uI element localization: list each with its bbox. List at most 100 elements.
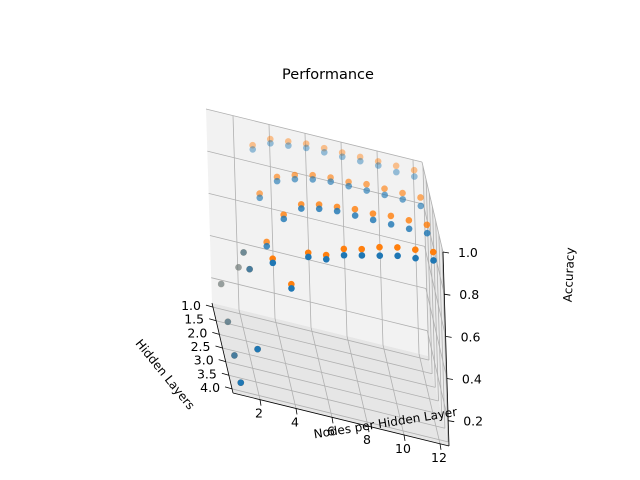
data-point-series-2	[285, 142, 292, 149]
z-gridline	[426, 330, 449, 421]
data-point-series-2	[412, 254, 419, 262]
y-tick-mark	[212, 331, 220, 335]
x-tick-label: 8	[363, 432, 371, 447]
z-tick-label: 0.4	[462, 372, 482, 387]
z-gridline	[209, 235, 427, 289]
y-gridline	[219, 333, 436, 388]
y-gridline	[428, 193, 436, 388]
data-point-series-2	[393, 168, 400, 176]
data-point-series-2	[374, 162, 382, 169]
y-tick-label: 4.0	[200, 380, 220, 395]
data-point-series-2	[417, 202, 425, 210]
data-point-series-2	[376, 252, 384, 259]
data-point-series-1	[235, 264, 242, 271]
z-gridline	[205, 108, 423, 163]
data-point-series-1	[423, 221, 431, 229]
x-tick-mark	[439, 443, 442, 450]
z-tick-label: 0.6	[461, 329, 481, 344]
z-tick-mark	[448, 420, 455, 423]
data-point-series-2	[263, 242, 271, 250]
data-point-series-2	[237, 379, 245, 386]
z-gridline	[211, 277, 428, 332]
y-tick-label: 3.0	[194, 353, 214, 368]
chart-title: Performance	[282, 67, 374, 83]
x-tick-label: 6	[327, 423, 335, 438]
x-tick-mark	[367, 426, 370, 433]
data-point-series-2	[291, 175, 299, 183]
y-gridline	[225, 361, 442, 416]
x-tick-label: 2	[255, 406, 263, 421]
data-point-series-1	[217, 280, 225, 288]
data-point-series-2	[351, 212, 359, 219]
data-point-series-1	[374, 158, 382, 165]
data-point-series-2	[320, 149, 328, 156]
x-tick-label: 10	[395, 441, 411, 456]
z-tick-mark	[444, 293, 451, 296]
data-points	[217, 135, 437, 386]
data-point-series-2	[322, 255, 330, 263]
y-gridline	[231, 388, 449, 443]
data-point-series-1	[340, 245, 348, 253]
x-gridline	[268, 124, 276, 319]
data-point-series-1	[356, 153, 364, 161]
y-tick-mark	[224, 386, 233, 390]
data-point-series-1	[410, 166, 418, 174]
data-point-series-2	[224, 318, 232, 326]
data-point-series-2	[269, 259, 277, 267]
y-axis-label: Hidden Layers	[133, 337, 198, 413]
gridlines	[205, 108, 449, 444]
data-point-series-2	[338, 153, 346, 161]
data-point-series-2	[309, 176, 317, 183]
y-tick-label: 2.5	[191, 339, 211, 354]
x-tick-mark	[331, 417, 334, 424]
y-tick-label: 1.5	[184, 312, 204, 327]
data-point-series-1	[405, 217, 413, 224]
data-point-series-2	[217, 280, 225, 288]
data-point-series-2	[411, 173, 418, 180]
data-point-series-2	[305, 253, 312, 261]
y-tick-label: 3.5	[197, 366, 217, 381]
x-tick-label: 4	[291, 414, 299, 429]
data-point-series-2	[369, 216, 377, 224]
data-point-series-1	[351, 205, 359, 213]
z-axis-label: Accuracy	[561, 247, 578, 302]
data-point-series-2	[256, 194, 264, 202]
y-gridline	[438, 234, 446, 429]
data-point-series-2	[315, 205, 323, 213]
z-gridline	[425, 288, 448, 379]
y-tick-mark	[209, 318, 217, 322]
y-tick-mark	[221, 372, 229, 376]
ticks: 246810121.01.52.02.53.03.54.00.20.40.60.…	[181, 245, 483, 465]
x-tick-label: 12	[431, 450, 447, 465]
data-point-series-1	[369, 210, 377, 217]
z-gridline	[421, 161, 444, 253]
y-tick-label: 2.0	[187, 325, 207, 340]
data-point-series-2	[231, 352, 238, 359]
data-point-series-1	[376, 243, 383, 251]
data-point-series-1	[358, 245, 365, 253]
x-gridline	[232, 115, 240, 310]
data-point-series-1	[387, 212, 395, 220]
z-tick-mark	[442, 251, 450, 254]
y-gridline	[422, 166, 430, 361]
data-point-series-1	[394, 244, 401, 251]
z-tick-mark	[445, 335, 452, 338]
data-point-series-2	[358, 252, 366, 259]
z-tick-mark	[446, 378, 453, 380]
data-point-series-1	[249, 141, 256, 149]
data-point-series-2	[246, 265, 253, 273]
x-axis-line	[232, 392, 450, 447]
data-point-series-2	[356, 157, 364, 165]
data-point-series-2	[399, 196, 407, 203]
y-gridline	[228, 374, 445, 429]
back-pane	[206, 109, 428, 356]
y-gridline	[425, 179, 433, 374]
data-point-series-1	[392, 162, 400, 170]
y-gridline	[216, 320, 433, 375]
data-point-series-1	[417, 194, 424, 201]
y-gridline	[441, 247, 449, 442]
y-tick-mark	[205, 304, 214, 308]
data-point-series-1	[302, 140, 310, 148]
data-point-series-1	[412, 246, 419, 254]
data-point-series-2	[235, 264, 242, 271]
